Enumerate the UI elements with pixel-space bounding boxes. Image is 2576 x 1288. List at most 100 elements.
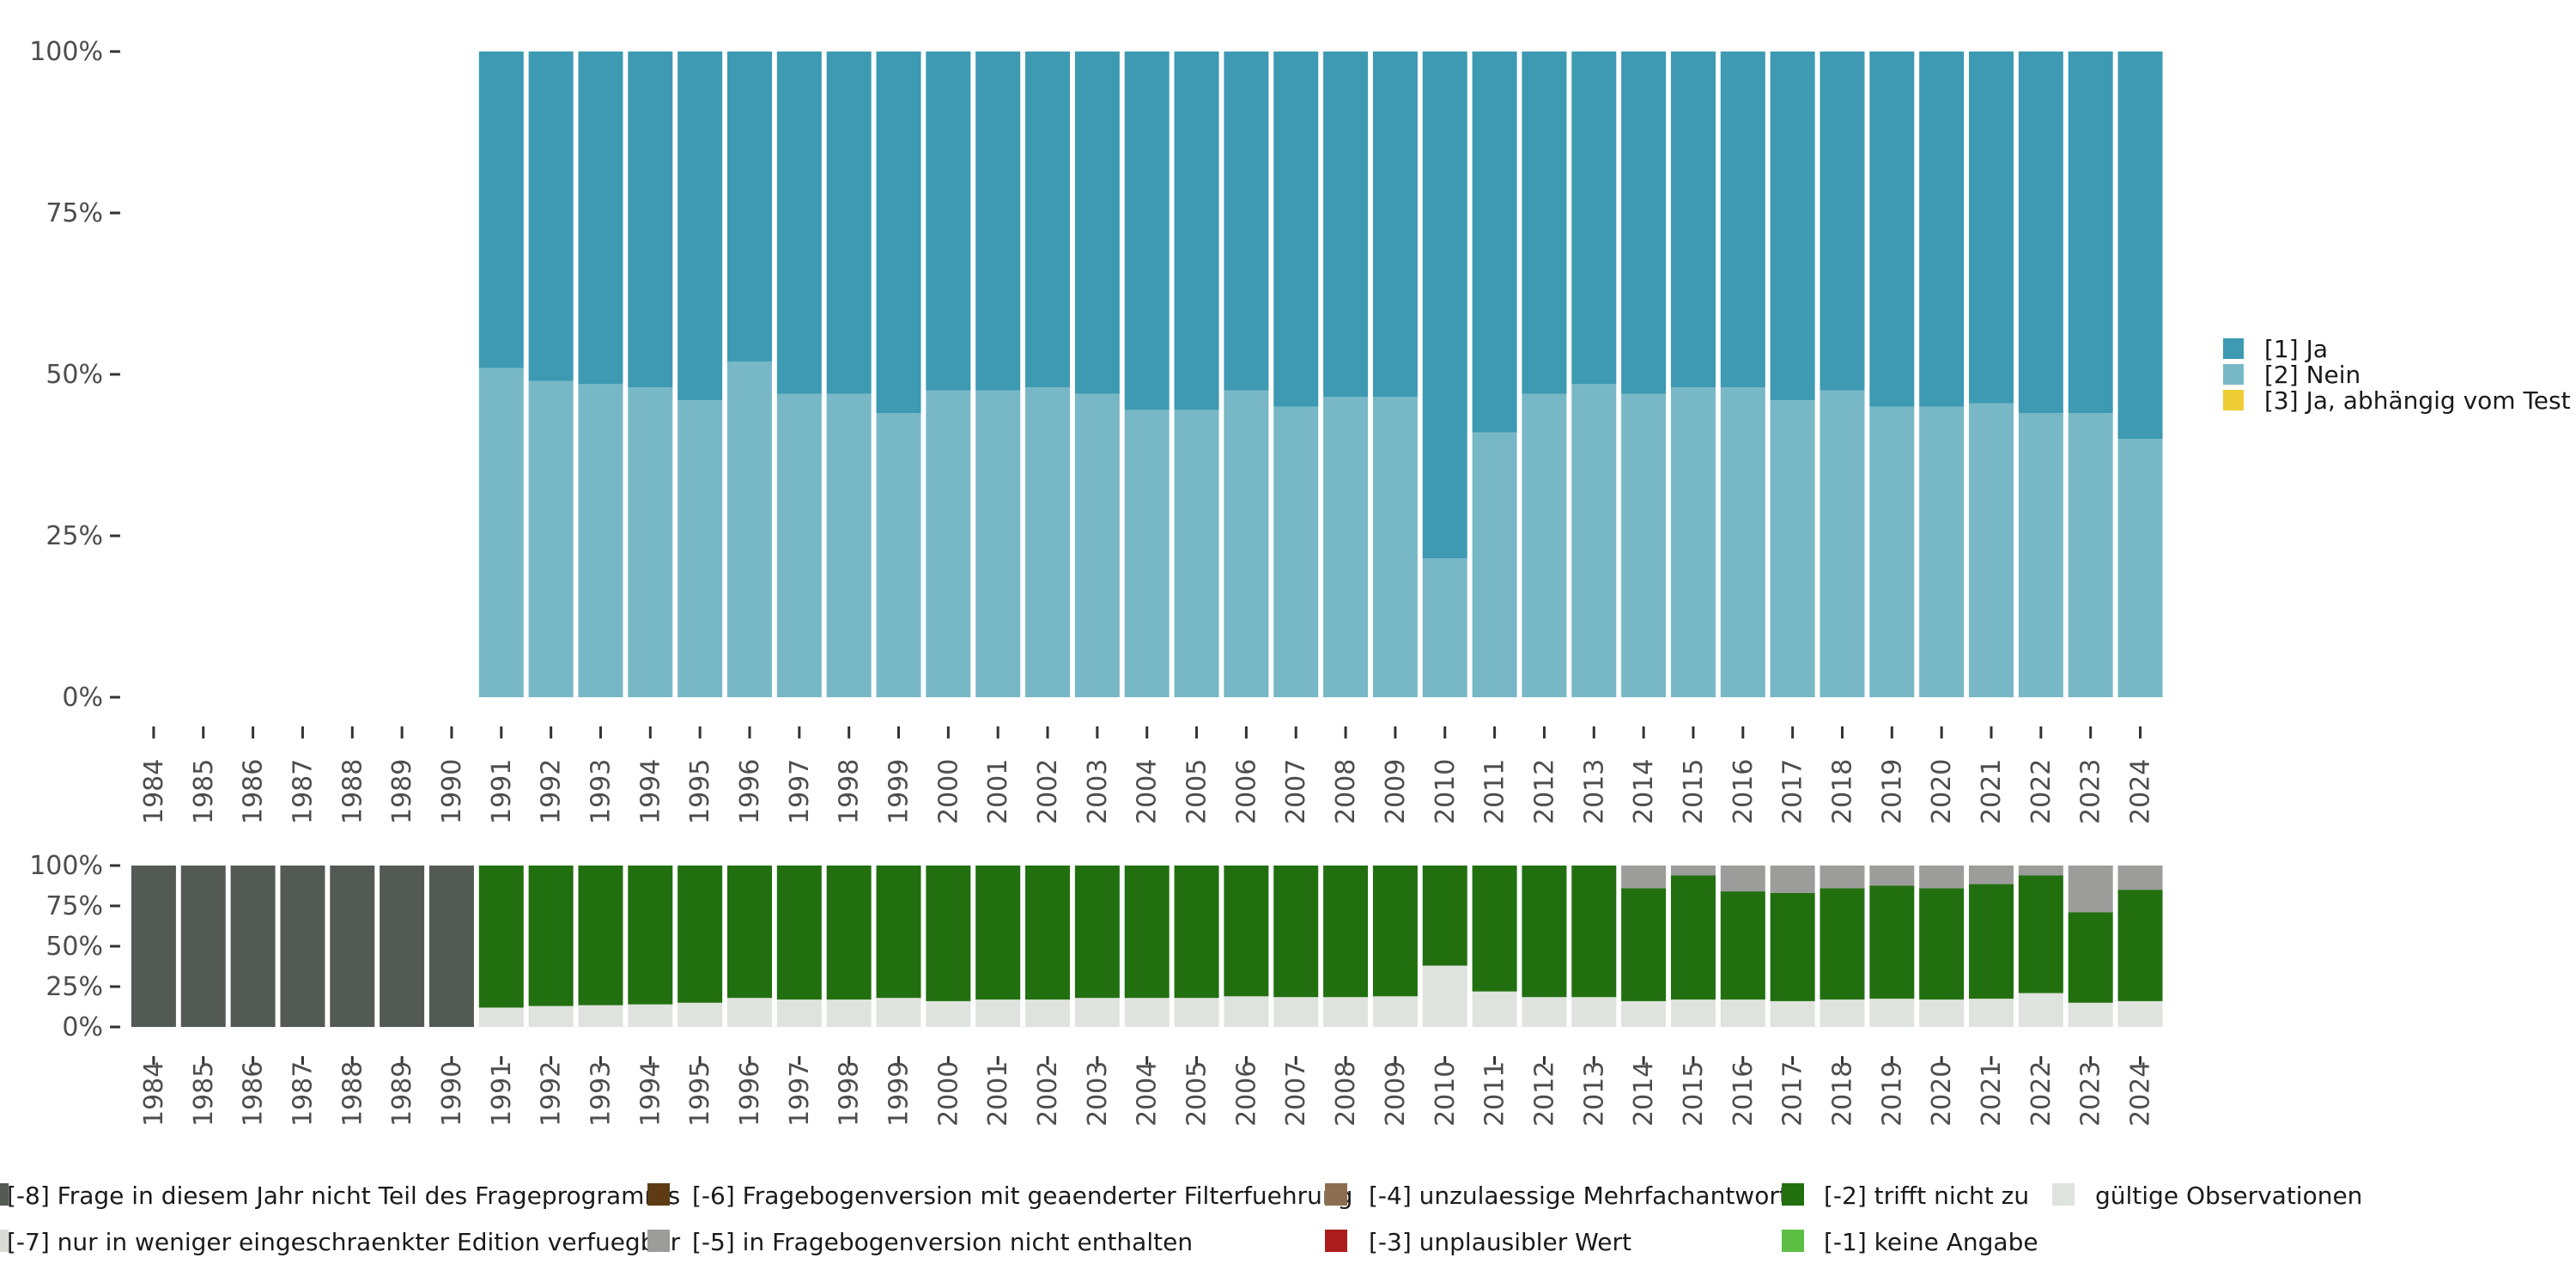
bottom-bar-2004-0 xyxy=(1124,998,1170,1027)
top-x-tick-label: 2008 xyxy=(1331,759,1361,824)
bottom-bar-2009-1 xyxy=(1372,866,1418,997)
bottom-bar-2003-0 xyxy=(1074,998,1120,1027)
bottom-bar-2016-0 xyxy=(1720,999,1765,1027)
top-x-tick-label: 2021 xyxy=(1977,759,2007,824)
bottom-bar-2010-0 xyxy=(1422,965,1467,1027)
top-x-tick-label: 2000 xyxy=(933,759,963,824)
top-bar-2018-1 xyxy=(1820,52,1865,391)
top-bar-2015-1 xyxy=(1670,52,1716,388)
bottom-bar-2018-0 xyxy=(1820,999,1865,1027)
bottom-y-tick-label: 100% xyxy=(29,851,103,881)
bottom-bar-2018-2 xyxy=(1820,866,1865,889)
bottom-x-tick-label: 2007 xyxy=(1281,1061,1311,1127)
top-x-tick-label: 1993 xyxy=(586,759,616,824)
bottom-bar-2009-0 xyxy=(1372,996,1418,1027)
top-x-tick-label: 2003 xyxy=(1083,759,1113,824)
bottom-y-tick-label: 50% xyxy=(46,932,103,962)
bottom-x-tick-label: 2011 xyxy=(1480,1061,1510,1127)
top-y-tick-label: 75% xyxy=(46,198,103,228)
bottom-x-tick-label: 1997 xyxy=(785,1061,815,1127)
top-x-tick-label: 2005 xyxy=(1182,759,1212,824)
top-bar-1994-1 xyxy=(628,52,673,388)
top-bar-1993-0 xyxy=(578,384,623,697)
bottom-legend-label: [-1] keine Angabe xyxy=(1824,1228,2038,1256)
bottom-legend-swatch xyxy=(2052,1183,2075,1206)
top-bar-2003-0 xyxy=(1074,393,1120,697)
bottom-bar-2023-1 xyxy=(2068,912,2113,1003)
bottom-bar-1996-0 xyxy=(727,998,772,1027)
top-bar-2019-0 xyxy=(1869,406,1915,697)
top-bar-2019-1 xyxy=(1869,52,1915,407)
bottom-y-tick-label: 25% xyxy=(46,972,103,1002)
bottom-bar-2020-0 xyxy=(1919,999,1965,1027)
bottom-legend-label: gültige Observationen xyxy=(2095,1182,2362,1210)
bottom-legend-swatch xyxy=(0,1230,9,1252)
top-x-tick-label: 2023 xyxy=(2076,759,2106,824)
bottom-bar-2017-2 xyxy=(1770,866,1815,893)
bottom-x-tick-label: 2004 xyxy=(1133,1061,1163,1127)
bottom-x-tick-label: 1999 xyxy=(884,1061,914,1127)
bottom-bar-1989-3 xyxy=(380,866,425,1027)
bottom-x-tick-label: 2001 xyxy=(983,1061,1013,1127)
top-x-tick-label: 2009 xyxy=(1381,759,1411,824)
bottom-bar-2005-0 xyxy=(1174,998,1219,1027)
bottom-bar-2024-1 xyxy=(2117,890,2163,1001)
bottom-x-tick-label: 1989 xyxy=(387,1061,417,1127)
bottom-bar-2007-1 xyxy=(1273,866,1319,998)
bottom-x-tick-label: 1991 xyxy=(487,1061,517,1127)
top-x-tick-label: 2015 xyxy=(1679,759,1709,824)
bottom-bar-2018-1 xyxy=(1820,888,1865,1000)
bottom-x-tick-label: 2020 xyxy=(1927,1061,1957,1127)
bottom-x-tick-label: 2005 xyxy=(1182,1061,1212,1127)
top-bar-2024-1 xyxy=(2117,52,2163,440)
top-y-tick-label: 25% xyxy=(46,521,103,551)
bottom-bar-2016-1 xyxy=(1720,891,1765,1000)
top-x-tick-label: 1996 xyxy=(735,759,765,824)
top-x-tick-label: 2002 xyxy=(1033,759,1063,824)
bottom-x-tick-label: 1993 xyxy=(586,1061,616,1127)
top-bar-2010-1 xyxy=(1422,52,1467,559)
bottom-x-tick-label: 2009 xyxy=(1381,1061,1411,1127)
top-bar-2022-1 xyxy=(2018,52,2063,414)
top-bar-1994-0 xyxy=(628,387,673,697)
top-bar-2003-1 xyxy=(1074,52,1120,394)
bottom-bar-2019-2 xyxy=(1869,866,1915,886)
top-x-tick-label: 2010 xyxy=(1431,759,1461,824)
bottom-bar-2002-1 xyxy=(1025,866,1071,1000)
bottom-bar-1994-0 xyxy=(628,1004,673,1027)
bottom-bar-2021-1 xyxy=(1969,884,2014,999)
bottom-bar-2000-1 xyxy=(926,866,971,1001)
bottom-bar-2014-0 xyxy=(1621,1000,1667,1027)
bottom-bar-2012-1 xyxy=(1522,866,1567,998)
top-bar-2021-1 xyxy=(1969,52,2014,404)
bottom-bar-2000-0 xyxy=(926,1000,971,1027)
top-bar-1992-0 xyxy=(528,380,574,697)
bottom-x-tick-label: 2002 xyxy=(1033,1061,1063,1127)
top-x-tick-label: 1999 xyxy=(884,759,914,824)
bottom-bar-1986-3 xyxy=(230,866,276,1027)
bottom-x-tick-label: 1990 xyxy=(437,1061,467,1127)
bottom-bar-2021-2 xyxy=(1969,866,2014,884)
bottom-bar-1998-1 xyxy=(826,866,872,1000)
top-bar-2002-1 xyxy=(1025,52,1071,388)
bottom-x-tick-label: 2022 xyxy=(2026,1061,2057,1127)
top-bar-2012-0 xyxy=(1522,393,1567,697)
bottom-bar-2013-1 xyxy=(1571,866,1617,998)
bottom-bar-2005-1 xyxy=(1174,866,1219,999)
top-bar-2000-1 xyxy=(926,52,971,391)
top-bar-2005-1 xyxy=(1174,52,1219,410)
top-bar-2000-0 xyxy=(926,390,971,697)
top-x-tick-label: 1991 xyxy=(487,759,517,824)
top-x-tick-label: 2001 xyxy=(983,759,1013,824)
top-x-tick-label: 2014 xyxy=(1629,759,1659,824)
bottom-x-tick-label: 2013 xyxy=(1579,1061,1609,1127)
bottom-bar-2012-0 xyxy=(1522,997,1567,1027)
top-bar-2010-0 xyxy=(1422,558,1467,697)
top-x-tick-label: 2020 xyxy=(1927,759,1957,824)
bottom-x-tick-label: 1998 xyxy=(835,1061,865,1127)
bottom-x-tick-label: 2003 xyxy=(1083,1061,1113,1127)
top-x-tick-label: 2019 xyxy=(1877,759,1907,824)
bottom-x-tick-label: 1994 xyxy=(635,1061,665,1127)
bottom-x-tick-label: 1987 xyxy=(288,1061,318,1127)
